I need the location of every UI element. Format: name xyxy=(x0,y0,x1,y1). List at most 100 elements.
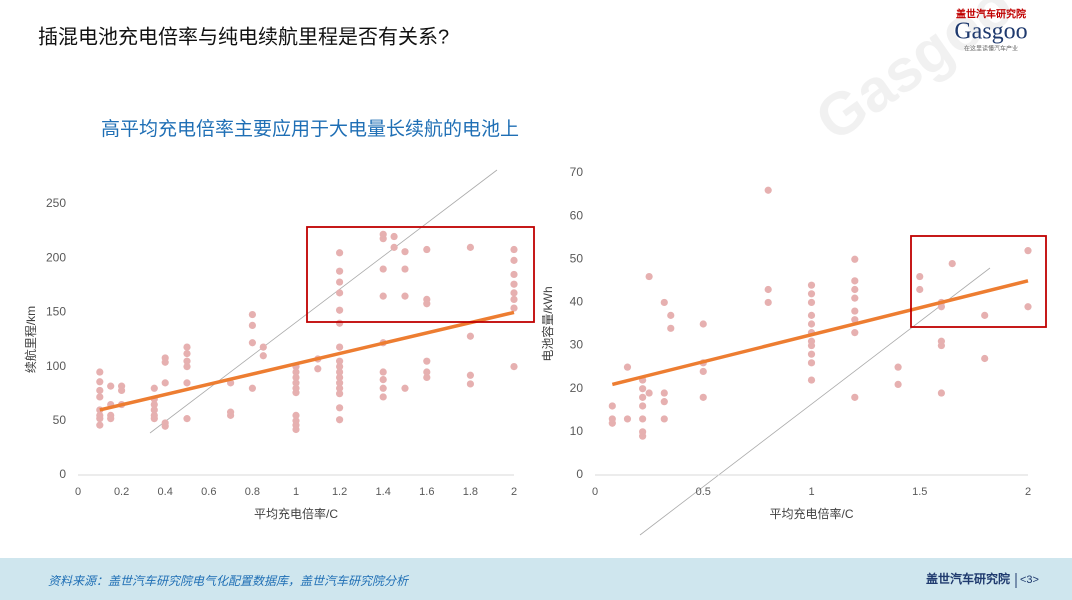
point xyxy=(851,277,859,285)
point xyxy=(639,415,647,423)
point xyxy=(639,432,647,440)
point xyxy=(292,389,300,397)
slide-title: 插混电池充电倍率与纯电续航里程是否有关系? xyxy=(38,25,449,48)
point xyxy=(379,384,387,392)
logo-cn: 盖世汽车研究院 xyxy=(956,8,1026,21)
x-tick-label: 0.6 xyxy=(201,486,216,498)
point xyxy=(807,350,816,358)
point xyxy=(96,386,104,395)
point xyxy=(379,368,387,376)
y-tick-label: 0 xyxy=(59,467,66,481)
point xyxy=(390,243,398,251)
point xyxy=(96,393,104,401)
point xyxy=(807,359,816,367)
footer-org: 盖世汽车研究院 xyxy=(926,571,1010,586)
point xyxy=(807,281,816,289)
footer-source: 资料来源：盖世汽车研究院电气化配置数据库，盖世汽车研究院分析 xyxy=(48,574,410,588)
point xyxy=(336,390,344,398)
point xyxy=(379,393,387,401)
point xyxy=(292,368,300,376)
y-tick-label: 20 xyxy=(570,381,584,395)
point xyxy=(807,298,816,307)
point xyxy=(336,363,344,371)
y-tick-label: 50 xyxy=(570,251,584,265)
point xyxy=(259,343,267,351)
point xyxy=(107,415,115,423)
point xyxy=(764,298,772,307)
point xyxy=(894,363,902,371)
point xyxy=(639,385,647,393)
point xyxy=(336,373,344,382)
point xyxy=(851,393,859,401)
point xyxy=(948,260,956,268)
point xyxy=(336,306,344,314)
point xyxy=(510,304,518,312)
point xyxy=(937,389,946,397)
point xyxy=(466,371,474,379)
point xyxy=(248,310,256,319)
point xyxy=(807,320,816,328)
point xyxy=(150,406,158,414)
point xyxy=(937,303,946,311)
point xyxy=(466,380,474,388)
point xyxy=(937,341,946,350)
point xyxy=(401,265,409,273)
point xyxy=(336,379,344,387)
point xyxy=(150,384,158,392)
x-tick-label: 1 xyxy=(808,486,814,498)
x-tick-label: 1.6 xyxy=(419,486,434,498)
point xyxy=(608,402,616,410)
point xyxy=(466,243,474,251)
x-tick-label: 0.4 xyxy=(158,486,173,498)
point xyxy=(894,380,902,388)
point xyxy=(423,373,431,382)
point xyxy=(292,425,300,434)
point xyxy=(227,411,235,419)
point xyxy=(248,339,256,347)
point xyxy=(510,295,518,303)
point xyxy=(1024,303,1032,311)
point xyxy=(96,368,104,376)
x-tick-label: 0 xyxy=(75,486,81,498)
y-tick-label: 40 xyxy=(570,295,584,309)
point xyxy=(423,368,431,376)
point xyxy=(292,379,300,387)
x-tick-label: 0.8 xyxy=(245,486,260,498)
point xyxy=(851,307,859,315)
point xyxy=(401,292,409,300)
x-tick-label: 2 xyxy=(1025,486,1031,498)
point xyxy=(183,343,191,351)
point xyxy=(248,321,256,330)
point xyxy=(336,343,344,351)
point xyxy=(510,270,518,279)
point xyxy=(336,384,344,392)
point xyxy=(336,404,344,412)
point xyxy=(336,357,344,365)
y-tick-label: 30 xyxy=(570,338,584,352)
point xyxy=(639,393,647,401)
point xyxy=(96,378,104,386)
point xyxy=(608,419,616,427)
point xyxy=(292,373,300,382)
point xyxy=(510,363,518,371)
y-tick-label: 0 xyxy=(576,467,583,481)
point xyxy=(118,386,126,395)
point xyxy=(161,379,169,387)
point xyxy=(401,384,409,392)
point xyxy=(916,285,924,294)
point xyxy=(336,278,344,286)
y-tick-label: 150 xyxy=(46,305,66,319)
point xyxy=(336,249,344,257)
point xyxy=(292,411,300,419)
point xyxy=(336,368,344,376)
point xyxy=(183,349,191,358)
point xyxy=(807,311,816,319)
x-axis-label: 平均充电倍率/C xyxy=(254,506,338,521)
point xyxy=(851,255,859,263)
point xyxy=(623,363,632,371)
logo-en: Gasgoo xyxy=(954,19,1027,45)
x-axis-label: 平均充电倍率/C xyxy=(769,506,853,521)
x-tick-label: 2 xyxy=(511,486,517,498)
point xyxy=(510,280,518,288)
